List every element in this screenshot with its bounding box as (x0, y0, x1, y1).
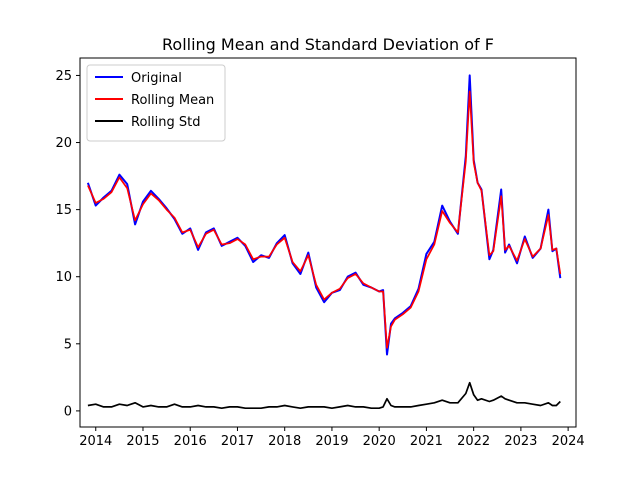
x-tick-label: 2016 (174, 434, 207, 449)
legend: Original Rolling Mean Rolling Std (86, 64, 226, 142)
x-tick-label: 2019 (315, 434, 348, 449)
y-tick-label: 15 (55, 203, 72, 218)
x-tick-label: 2017 (221, 434, 254, 449)
series-line-rolling-std (87, 381, 561, 410)
x-tick-label: 2015 (126, 434, 159, 449)
y-tick-label: 25 (55, 69, 72, 84)
x-tick-label: 2020 (363, 434, 396, 449)
y-tick-label: 0 (64, 404, 72, 419)
plot-frame (79, 57, 577, 428)
x-tick-label: 2018 (268, 434, 301, 449)
y-tick-label: 20 (55, 136, 72, 151)
x-tick-label: 2022 (457, 434, 490, 449)
plot-area (86, 74, 562, 410)
axes: 2014 2015 2016 2017 2018 2019 2020 2021 2022 2023… (55, 57, 585, 449)
x-tick-label: 2024 (552, 434, 585, 449)
y-tick-label: 5 (64, 337, 72, 352)
legend-label: Rolling Std (131, 115, 200, 130)
legend-label: Original (131, 71, 182, 86)
x-tick-label: 2023 (504, 434, 537, 449)
legend-label: Rolling Mean (131, 93, 214, 108)
x-tick-label: 2021 (410, 434, 443, 449)
y-tick-label: 10 (55, 270, 72, 285)
series-line-rolling-mean (87, 90, 562, 349)
chart-title: Rolling Mean and Standard Deviation of F (162, 35, 494, 54)
x-tick-label: 2014 (79, 434, 112, 449)
